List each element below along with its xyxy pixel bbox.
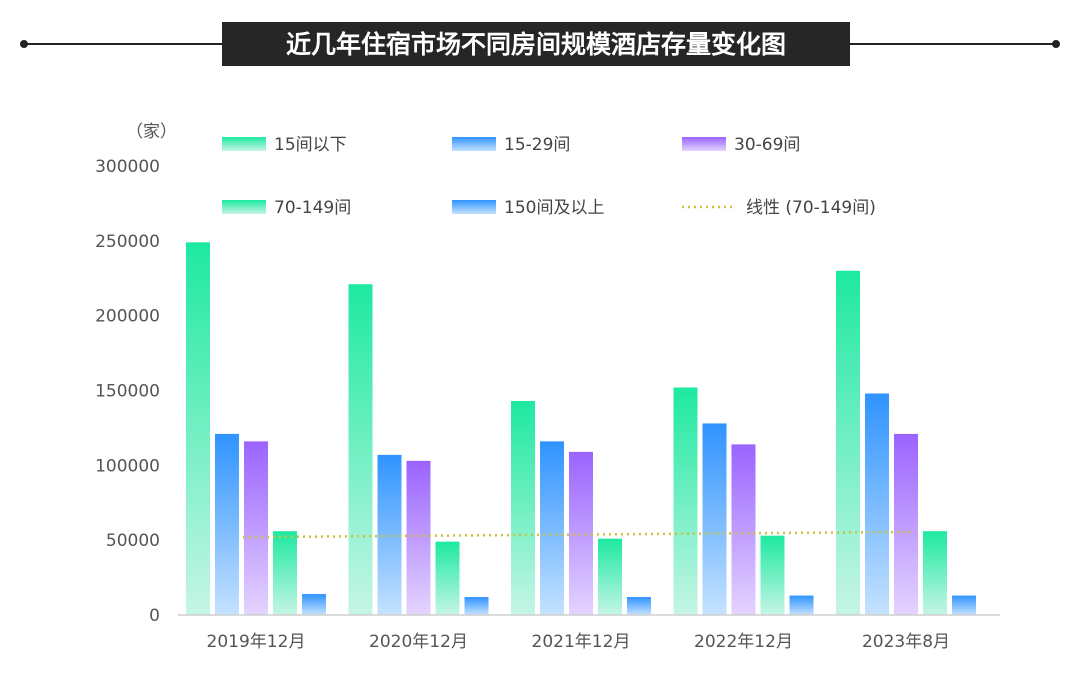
bar: [789, 595, 814, 615]
legend-swatch: [222, 137, 266, 151]
bar: [894, 433, 918, 615]
legend: 15间以下 15-29间 30-69间 70-149间 150间及以上 线性 (70-14…: [222, 135, 876, 218]
bar: [186, 242, 210, 615]
y-axis-ticks: 0 50000 100000 150000 200000 250000 300000: [95, 157, 160, 626]
bar: [673, 387, 698, 615]
x-tick-label: 2023年8月: [862, 632, 950, 652]
bar: [598, 538, 622, 615]
bar: [760, 535, 785, 615]
y-tick-label: 100000: [95, 456, 160, 476]
bar: [464, 597, 489, 615]
bar: [244, 441, 268, 615]
bar: [273, 531, 297, 615]
bar: [702, 423, 727, 615]
y-tick-label: 50000: [106, 531, 160, 551]
bar: [435, 541, 460, 615]
legend-label: 150间及以上: [504, 198, 604, 218]
y-axis-unit: （家）: [126, 122, 177, 142]
bar: [215, 433, 239, 615]
x-tick-label: 2022年12月: [694, 632, 793, 652]
legend-swatch: [452, 137, 496, 151]
y-tick-label: 200000: [95, 307, 160, 327]
legend-swatch: [682, 137, 726, 151]
title-box: [222, 22, 850, 66]
chart-title: 近几年住宿市场不同房间规模酒店存量变化图: [286, 30, 786, 59]
legend-label: 30-69间: [734, 135, 800, 155]
bar: [348, 284, 373, 615]
legend-label: 15间以下: [274, 135, 347, 155]
y-tick-label: 250000: [95, 232, 160, 252]
legend-swatch: [222, 200, 266, 214]
y-tick-label: 150000: [95, 382, 160, 402]
legend-label: 15-29间: [504, 135, 570, 155]
legend-label: 70-149间: [274, 198, 351, 218]
bar: [540, 441, 564, 615]
bar: [406, 460, 431, 615]
x-tick-label: 2021年12月: [532, 632, 631, 652]
legend-swatch: [452, 200, 496, 214]
y-tick-label: 300000: [95, 157, 160, 177]
bar: [731, 444, 756, 615]
bar: [952, 595, 976, 615]
bar: [865, 393, 889, 615]
title-rule-left-dot: [20, 40, 28, 48]
bar: [569, 451, 593, 615]
bar: [302, 594, 326, 615]
bar: [511, 400, 535, 615]
x-tick-label: 2019年12月: [207, 632, 306, 652]
bar: [627, 597, 651, 615]
x-tick-label: 2020年12月: [369, 632, 468, 652]
bars: [186, 242, 976, 615]
y-tick-label: 0: [149, 606, 160, 626]
title-rule-right-dot: [1052, 40, 1060, 48]
bar: [836, 270, 860, 615]
x-axis-ticks: 2019年12月 2020年12月 2021年12月 2022年12月 2023年8月: [207, 632, 951, 652]
bar: [923, 531, 947, 615]
legend-label: 线性 (70-149间): [746, 198, 876, 218]
